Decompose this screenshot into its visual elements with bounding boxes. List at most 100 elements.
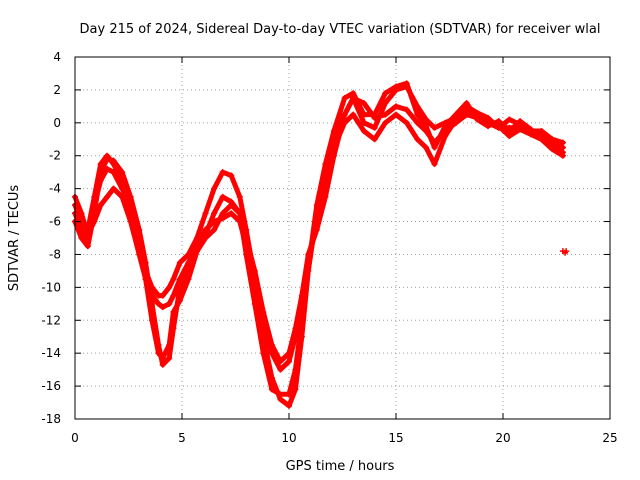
data-point (170, 309, 177, 316)
data-point (495, 124, 502, 131)
data-point (166, 355, 173, 362)
y-tick-label: -16 (41, 379, 61, 393)
data-point (382, 119, 389, 126)
data-point (442, 132, 449, 139)
data-point (228, 210, 235, 217)
data-point (202, 235, 209, 241)
data-point (159, 304, 166, 311)
y-tick-label: -4 (49, 182, 61, 196)
data-point (538, 134, 545, 141)
y-tick-label: -8 (49, 247, 61, 261)
series-band (72, 95, 566, 409)
series-band (72, 107, 566, 373)
data-point (330, 152, 337, 159)
data-point (341, 111, 348, 118)
data-point (110, 169, 117, 176)
x-tick-label: 10 (281, 431, 296, 445)
data-point (159, 355, 166, 362)
data-point (431, 144, 438, 151)
data-point (517, 118, 524, 125)
data-point (78, 210, 85, 217)
data-point (193, 235, 200, 241)
data-point (292, 366, 299, 373)
x-tick-label: 20 (495, 431, 510, 445)
data-point (251, 300, 258, 307)
data-point (149, 317, 156, 324)
y-tick-label: -12 (41, 313, 61, 327)
data-point (393, 111, 399, 118)
data-point (463, 100, 470, 107)
data-point (286, 350, 292, 357)
data-point (193, 248, 200, 255)
x-tick-label: 0 (71, 431, 79, 445)
data-point (176, 297, 183, 304)
y-tick-label: -14 (41, 346, 61, 360)
data-point (211, 185, 218, 192)
data-point (104, 193, 111, 200)
data-point (166, 284, 173, 291)
plot-frame (74, 56, 611, 420)
data-point (219, 169, 226, 176)
y-tick-label: -6 (49, 215, 61, 229)
data-point (185, 276, 192, 283)
series-trace-D (72, 80, 566, 398)
data-layer (72, 80, 570, 409)
data-point (155, 350, 162, 357)
data-point (110, 160, 117, 167)
data-point (127, 202, 134, 209)
data-point (305, 264, 312, 271)
data-point (298, 317, 305, 324)
data-point (313, 202, 320, 209)
data-point (159, 292, 166, 299)
y-tick-label: 2 (53, 83, 61, 97)
data-point (350, 111, 357, 118)
data-point (422, 144, 429, 151)
data-point (104, 152, 111, 159)
y-tick-label: -2 (49, 149, 61, 163)
data-point (485, 123, 492, 130)
series-isolated (559, 248, 570, 256)
data-point (277, 391, 284, 398)
data-point (260, 309, 267, 316)
data-point (236, 210, 243, 217)
data-point (170, 292, 177, 299)
data-point (97, 177, 104, 184)
data-point (360, 100, 367, 107)
data-point (485, 114, 492, 121)
data-point (506, 116, 513, 123)
data-point (341, 95, 348, 102)
data-point (538, 128, 545, 135)
data-point (549, 136, 556, 143)
data-point (474, 116, 481, 123)
data-point (260, 350, 267, 357)
data-point (452, 111, 459, 118)
data-point (382, 90, 389, 97)
series-trace-B (72, 106, 566, 373)
data-point (211, 210, 218, 217)
data-point (142, 276, 149, 283)
data-point (393, 103, 399, 110)
data-point (403, 80, 410, 87)
data-point (228, 172, 235, 179)
ticks: 0 5 10 15 20 25 -18 -16 -14 -12 -10 -8 -6 -4 -2 0 2 4 (41, 50, 617, 445)
data-point (277, 358, 284, 365)
y-tick-label: -18 (41, 412, 61, 426)
data-point (382, 100, 389, 107)
data-point (176, 259, 183, 266)
data-point (322, 193, 329, 200)
data-point (414, 136, 421, 143)
data-point (268, 341, 275, 348)
data-point (360, 119, 367, 126)
data-point (442, 123, 449, 130)
data-point (219, 210, 226, 217)
data-point (251, 267, 258, 274)
data-point (549, 144, 556, 151)
data-point (97, 160, 104, 167)
x-tick-label: 25 (602, 431, 617, 445)
data-point (559, 139, 566, 146)
x-axis-label: GPS time / hours (286, 459, 395, 474)
y-tick-label: -10 (41, 280, 61, 294)
data-point (84, 238, 91, 245)
data-point (159, 361, 166, 368)
